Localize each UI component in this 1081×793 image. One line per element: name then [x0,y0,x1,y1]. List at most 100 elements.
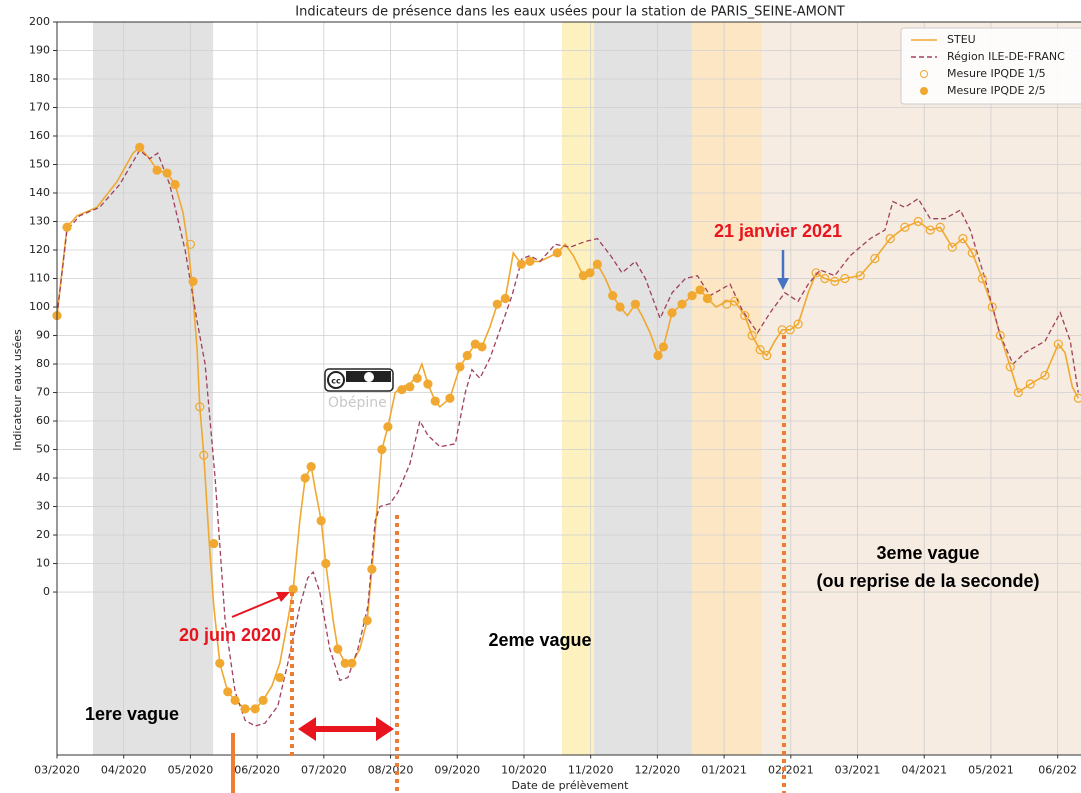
y-tick-label: 110 [29,272,50,285]
hollow-marker [967,248,977,258]
hollow-marker [740,310,750,321]
hollow-marker [885,234,895,244]
x-tick-label: 10/2020 [501,764,547,777]
filled-marker [585,268,595,278]
hollow-marker [793,319,803,329]
filled-marker [608,291,618,301]
y-tick-label: 180 [29,72,50,85]
y-tick-label: 50 [36,443,50,456]
filled-marker [135,142,145,153]
filled-marker [430,396,440,406]
hollow-marker [762,350,772,361]
hollow-marker [1013,387,1023,398]
filled-marker [462,350,472,361]
filled-marker [367,564,377,574]
filled-marker [592,259,602,269]
hollow-marker [1025,379,1035,389]
watermark: Obépine [328,395,387,411]
hollow-marker [913,216,923,227]
filled-marker [667,308,677,318]
filled-marker [492,299,502,309]
period-band [561,22,595,755]
y-tick-label: 20 [36,528,50,541]
filled-marker [240,704,250,714]
legend-label: Mesure IPQDE 1/5 [947,67,1046,80]
grid [56,21,1081,755]
hollow-marker [747,330,757,341]
filled-marker [658,342,668,352]
period-band [692,22,763,755]
legend-label: Mesure IPQDE 2/5 [947,84,1046,97]
filled-marker [695,285,705,295]
hollow-marker [199,450,209,460]
filled-marker [223,687,233,697]
hollow-marker [185,239,196,249]
hollow-marker [730,296,740,306]
legend: STEU Région ILE-DE-FRANC Mesure IPQDE 1/5 M… [900,27,1081,105]
x-tick-label: 08/2020 [368,764,414,777]
y-tick-label: 160 [29,129,50,142]
y-tick-label: 40 [36,471,50,484]
filled-marker [423,379,433,389]
filled-marker [653,350,663,361]
x-tick-label: 03/2020 [34,764,80,777]
hollow-marker [935,222,945,232]
hollow-marker [1073,393,1081,403]
ticks: 0 10 20 30 40 50 60 70 80 90 100 110 120 130 140 150 160… [29,15,1077,777]
filled-marker [412,373,422,383]
hollow-marker [987,302,997,312]
cc-logo: cc [324,368,394,392]
x-tick-label: 03/2021 [835,764,881,777]
filled-marker [500,293,510,304]
filled-marker [288,584,298,594]
double-arrow [298,717,394,741]
filled-marker [170,179,180,190]
filled-marker [405,382,415,392]
x-tick-label: 04/2020 [101,764,147,777]
y-axis-label: Indicateur eaux usées [11,329,24,451]
x-tick-label: 06/202 [1038,764,1077,777]
filled-marker [300,473,310,483]
filled-marker [306,462,316,472]
hollow-marker [785,325,795,335]
period-band [93,22,214,755]
x-axis-label: Date de prélèvement [512,779,630,792]
filled-marker [377,444,387,455]
filled-marker [516,259,526,269]
annotation: 21 janvier 2021 [714,221,842,241]
annotation: 1ere vague [85,704,179,724]
y-tick-label: 130 [29,215,50,228]
filled-marker [362,615,372,626]
filled-marker [321,558,331,569]
filled-marker [258,695,268,705]
legend-label: STEU [947,33,976,46]
filled-marker [333,644,343,654]
filled-marker [525,256,535,267]
hollow-marker [820,273,830,284]
filled-marker [687,291,697,301]
filled-marker [615,302,625,312]
bands [93,22,1081,755]
filled-marker [152,165,162,175]
period-band [762,22,1081,755]
filled-marker [347,658,357,668]
filled-marker [397,385,407,395]
x-tick-label: 11/2020 [568,764,614,777]
hollow-marker [925,225,935,235]
hollow-marker [830,276,840,286]
hollow-marker [1040,370,1050,381]
legend-box [900,27,1081,105]
hollow-marker [1005,362,1015,372]
lines [52,142,1081,727]
hollow-marker [1053,339,1063,349]
hollow-marker [855,271,865,281]
x-tick-label: 09/2020 [434,764,480,777]
chart-title: Indicateurs de présence dans les eaux us… [295,5,845,20]
region-line [56,149,1079,727]
red-arrow [231,592,290,618]
svg-text:cc: cc [331,377,341,386]
filled-marker [62,222,72,232]
filled-marker [188,276,198,286]
hollow-marker [900,222,910,232]
